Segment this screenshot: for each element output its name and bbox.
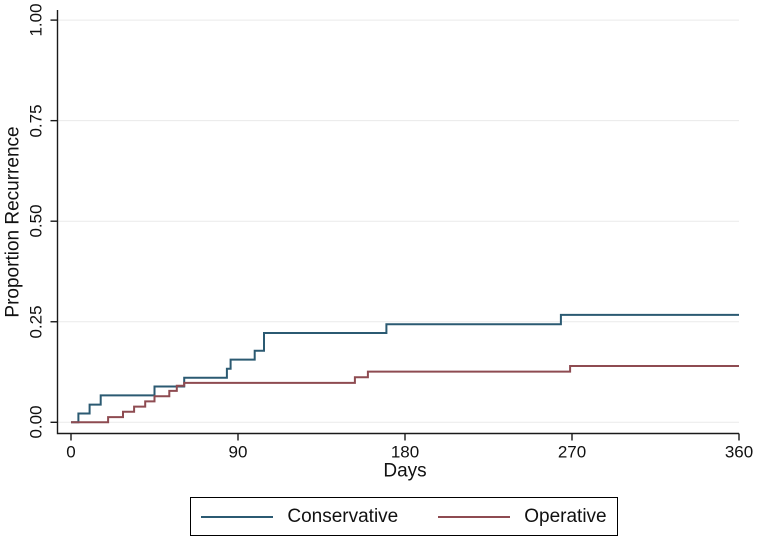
- x-tick-label: 90: [228, 442, 248, 462]
- y-axis-title: Proportion Recurrence: [2, 126, 24, 318]
- legend-line-sample: [201, 515, 274, 518]
- legend-line-sample: [438, 515, 511, 518]
- y-tick-label: 0.00: [26, 405, 46, 439]
- y-tick-label: 0.75: [26, 104, 46, 138]
- legend-item-conservative: Conservative: [201, 507, 398, 526]
- x-tick-label: 270: [557, 442, 587, 462]
- series-curve-conservative: [71, 313, 739, 424]
- y-tick-label: 0.50: [26, 204, 46, 238]
- axis-lines: [56, 10, 739, 435]
- x-tick-label: 0: [66, 442, 76, 462]
- y-tick-label: 0.25: [26, 305, 46, 339]
- y-tick-label: 1.00: [26, 3, 46, 37]
- legend-label: Conservative: [287, 506, 399, 527]
- series-curve-operative: [71, 365, 739, 424]
- legend-item-operative: Operative: [438, 506, 607, 527]
- x-axis-title: Days: [383, 460, 427, 482]
- legend: Conservative Operative: [190, 497, 618, 536]
- x-tick-label: 360: [724, 442, 754, 462]
- legend-label: Operative: [524, 506, 607, 527]
- x-tick-label: 180: [390, 442, 420, 462]
